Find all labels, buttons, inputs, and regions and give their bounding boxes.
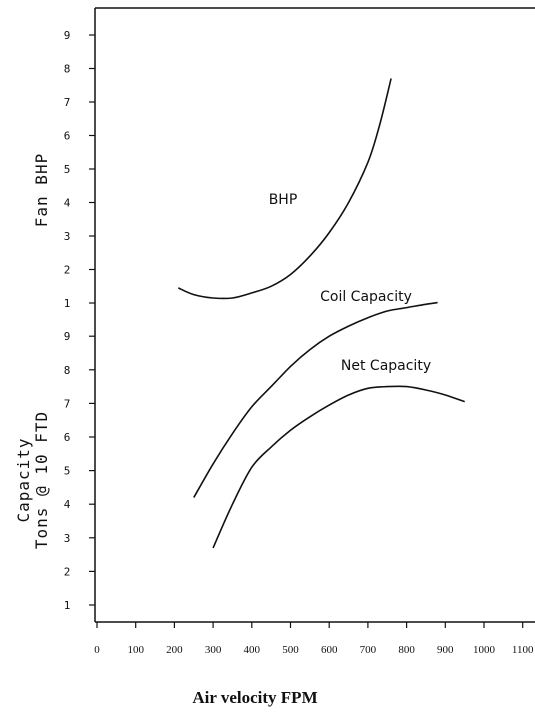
lower-y-tick-label: 6	[64, 431, 71, 444]
x-ticks: 0 100 200 300 400 500 600 700 800 900 1000 1100	[94, 622, 534, 656]
upper-y-tick-label: 4	[64, 197, 71, 210]
x-tick-label: 800	[398, 644, 415, 656]
lower-y-tick-label: 2	[64, 565, 71, 578]
axes	[94, 7, 535, 623]
upper-y-tick-label: 2	[64, 264, 71, 277]
lower-y-tick-label: 7	[64, 397, 71, 410]
upper-y-tick-label: 8	[64, 63, 71, 76]
upper-y-tick-label: 1	[64, 297, 71, 310]
x-tick-label: 1000	[473, 644, 496, 656]
coil-capacity-label: Coil Capacity	[320, 289, 412, 305]
x-tick-label: 400	[244, 644, 261, 656]
y-ticks: 1 2 3 4 5 6 7 8 9 1 2 3 4 5 6 7 8 9	[64, 29, 95, 612]
upper-y-tick-label: 5	[64, 163, 71, 176]
x-tick-label: 200	[166, 644, 183, 656]
upper-y-axis-label: Fan BHP	[32, 153, 51, 227]
bhp-label: BHP	[269, 192, 298, 208]
x-tick-label: 600	[321, 644, 338, 656]
lower-y-tick-label: 4	[64, 498, 71, 511]
x-tick-label: 1100	[512, 644, 534, 656]
lower-y-tick-label: 8	[64, 364, 71, 377]
lower-y-tick-label: 9	[64, 330, 71, 343]
x-tick-label: 300	[205, 644, 222, 656]
x-tick-label: 0	[94, 644, 100, 656]
bhp-curve	[177, 78, 392, 300]
upper-y-tick-label: 3	[64, 230, 71, 243]
lower-y-tick-label: 1	[64, 599, 71, 612]
net-capacity-curve	[212, 385, 465, 549]
x-tick-label: 900	[437, 644, 454, 656]
labels: BHP Coil Capacity Net Capacity	[269, 192, 431, 374]
x-tick-label: 700	[360, 644, 377, 656]
upper-y-tick-label: 7	[64, 96, 71, 109]
lower-y-tick-label: 5	[64, 465, 71, 478]
lower-y-axis-label-line2: Tons @ 10 FTD	[32, 411, 51, 549]
curves	[177, 78, 465, 549]
coil-capacity-curve	[193, 301, 438, 498]
net-capacity-label: Net Capacity	[341, 358, 431, 374]
lower-y-tick-label: 3	[64, 532, 71, 545]
x-tick-label: 500	[282, 644, 299, 656]
lower-y-axis-label-line1: Capacity	[14, 437, 33, 522]
upper-y-tick-label: 6	[64, 130, 71, 143]
x-tick-label: 100	[127, 644, 144, 656]
x-axis-label: Air velocity FPM	[192, 688, 317, 707]
upper-y-tick-label: 9	[64, 29, 71, 42]
